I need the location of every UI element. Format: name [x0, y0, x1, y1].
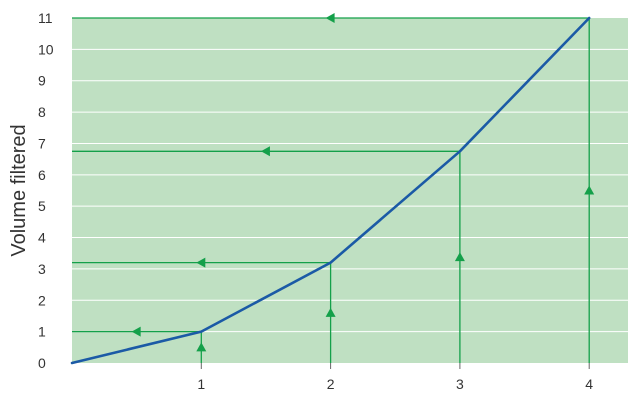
x-tick-label: 1	[197, 376, 205, 392]
y-axis-title: Volume filtered	[8, 124, 30, 256]
y-tick-label: 11	[38, 10, 53, 26]
series-line	[70, 16, 591, 365]
arrow-left-marker	[260, 146, 270, 157]
y-tick-label: 8	[38, 104, 46, 120]
arrow-up-marker	[196, 342, 207, 352]
plot-background	[72, 18, 628, 363]
arrow-up-marker	[584, 185, 595, 195]
x-tick-label: 4	[585, 376, 593, 392]
arrow-left-marker	[325, 13, 335, 23]
y-tick-label: 7	[38, 135, 46, 151]
y-tick-label: 6	[38, 167, 46, 183]
y-tick-label: 0	[38, 355, 46, 371]
arrow-up-marker	[325, 307, 336, 317]
arrow-left-marker	[196, 257, 206, 268]
x-tick-labels: 1 2 3 4	[197, 363, 593, 392]
arrow-left-marker	[131, 326, 141, 337]
x-tick-label: 3	[456, 376, 464, 392]
x-tick-label: 2	[327, 376, 335, 392]
series-line-layer	[70, 16, 591, 365]
gridlines	[72, 48, 628, 333]
y-tick-label: 9	[38, 73, 46, 89]
projection-guides	[72, 13, 595, 363]
y-tick-label: 10	[38, 41, 54, 57]
y-tick-label: 5	[38, 198, 46, 214]
y-tick-labels: 0 1 2 3 4 5 6 7 8 9 10 11	[38, 10, 54, 371]
y-tick-label: 4	[38, 230, 46, 246]
y-tick-label: 1	[38, 324, 46, 340]
y-tick-label: 2	[38, 292, 46, 308]
y-tick-label: 3	[38, 261, 46, 277]
arrow-up-marker	[454, 252, 465, 262]
